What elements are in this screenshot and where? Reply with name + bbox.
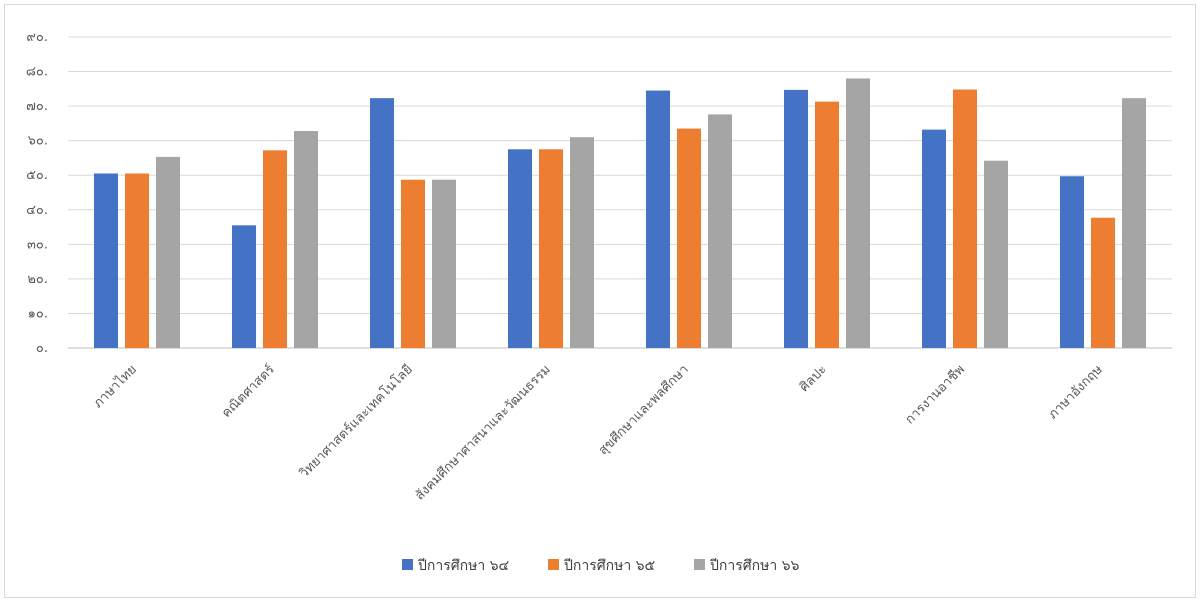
y-tick-label: ๓๐. bbox=[27, 237, 48, 252]
bar bbox=[94, 173, 118, 348]
bar bbox=[815, 101, 839, 348]
y-tick-label: ๙๐. bbox=[26, 30, 48, 45]
bar bbox=[922, 129, 946, 348]
x-category-label: สังคมศึกษาศาสนาและวัฒนธรรม bbox=[412, 362, 553, 503]
bar bbox=[784, 89, 808, 349]
bar bbox=[708, 114, 732, 348]
bar bbox=[1060, 176, 1084, 348]
bar bbox=[125, 173, 149, 348]
x-category-label: วิทยาศาสตร์และเทคโนโลยี bbox=[296, 362, 416, 482]
legend-label: ปีการศึกษา ๖๕ bbox=[564, 558, 656, 574]
y-tick-label: ๐. bbox=[36, 341, 48, 356]
bar bbox=[846, 78, 870, 348]
bar bbox=[1091, 217, 1115, 348]
x-category-label: สุขศึกษาและพลศึกษา bbox=[596, 362, 692, 458]
x-category-label: ภาษาอังกฤษ bbox=[1046, 362, 1107, 423]
bar bbox=[646, 90, 670, 349]
bar bbox=[677, 128, 701, 348]
bar bbox=[953, 89, 977, 348]
y-tick-label: ๑๐. bbox=[28, 306, 48, 321]
bars bbox=[94, 78, 1146, 349]
legend-swatch bbox=[548, 559, 559, 570]
bar bbox=[984, 160, 1008, 348]
bar bbox=[294, 130, 318, 348]
x-category-label: คณิตศาสตร์ bbox=[218, 362, 277, 421]
bar bbox=[156, 156, 180, 348]
bar bbox=[539, 149, 563, 348]
bar bbox=[232, 225, 256, 348]
x-category-label: ภาษาไทย bbox=[90, 362, 140, 412]
y-tick-label: ๔๐. bbox=[26, 203, 48, 218]
y-tick-label: ๖๐. bbox=[28, 134, 48, 149]
bar bbox=[432, 179, 456, 348]
bar bbox=[401, 179, 425, 348]
bar bbox=[263, 150, 287, 348]
x-category-label: การงานอาชีพ bbox=[902, 362, 968, 428]
y-tick-label: ๘๐. bbox=[26, 65, 48, 80]
y-tick-label: ๒๐. bbox=[27, 272, 48, 287]
legend: ปีการศึกษา ๖๔ ปีการศึกษา ๖๕ ปีการศึกษา ๖๖ bbox=[402, 558, 800, 574]
x-axis-category-labels: ภาษาไทย คณิตศาสตร์ วิทยาศาสตร์และเทคโนโลยี… bbox=[90, 362, 1106, 504]
bar bbox=[1122, 98, 1146, 348]
y-tick-label: ๕๐. bbox=[26, 168, 48, 183]
y-axis-tick-labels: ๐. ๑๐. ๒๐. ๓๐. ๔๐. ๕๐. ๖๐. ๗๐. ๘๐. ๙๐. bbox=[26, 30, 48, 356]
legend-label: ปีการศึกษา ๖๔ bbox=[418, 558, 510, 574]
bar bbox=[508, 149, 532, 348]
bar bbox=[370, 98, 394, 348]
legend-swatch bbox=[694, 559, 705, 570]
legend-swatch bbox=[402, 559, 413, 570]
bar bbox=[570, 137, 594, 348]
legend-label: ปีการศึกษา ๖๖ bbox=[710, 558, 800, 574]
y-tick-label: ๗๐. bbox=[26, 99, 48, 114]
x-category-label: ศิลปะ bbox=[797, 362, 830, 395]
